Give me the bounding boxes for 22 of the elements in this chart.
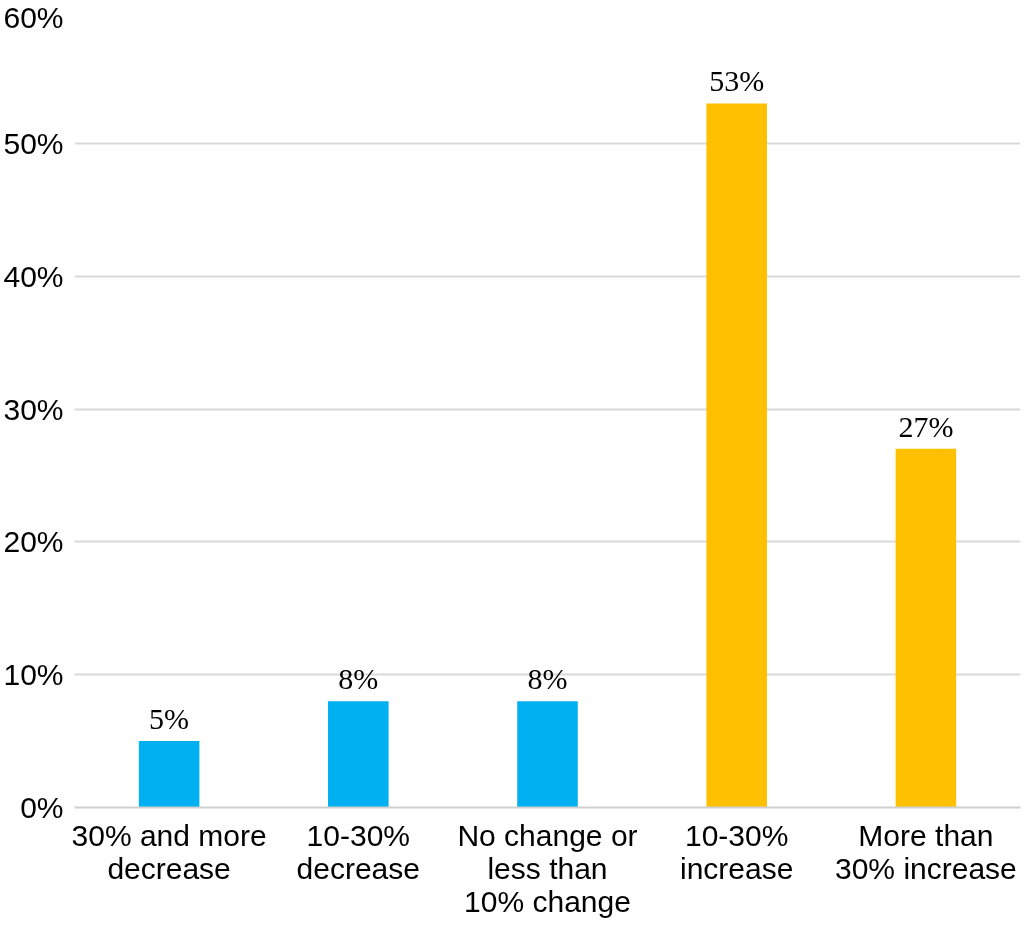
data-label: 27% xyxy=(898,409,954,443)
x-tick-label: 10-30% increase xyxy=(680,818,794,885)
y-tick-label: 60% xyxy=(3,0,64,34)
data-label: 53% xyxy=(709,64,765,98)
y-tick-label: 40% xyxy=(3,259,64,293)
y-tick-label: 20% xyxy=(3,525,64,559)
bar xyxy=(895,448,957,808)
data-label: 8% xyxy=(527,662,568,696)
bar xyxy=(517,701,578,808)
x-tick-label: No change or less than 10% change xyxy=(457,818,638,918)
data-label: 8% xyxy=(338,662,379,696)
bar xyxy=(706,103,767,808)
y-tick-label: 50% xyxy=(3,126,64,160)
y-tick-label: 30% xyxy=(3,392,64,426)
y-tick-label: 10% xyxy=(3,658,64,692)
data-label: 5% xyxy=(149,702,190,736)
x-tick-label: More than 30% increase xyxy=(835,818,1017,885)
bar xyxy=(328,701,389,808)
x-tick-label: 30% and more decrease xyxy=(71,818,267,885)
bar xyxy=(138,741,200,808)
x-tick-label: 10-30% decrease xyxy=(296,818,421,885)
y-tick-label: 0% xyxy=(20,791,64,824)
